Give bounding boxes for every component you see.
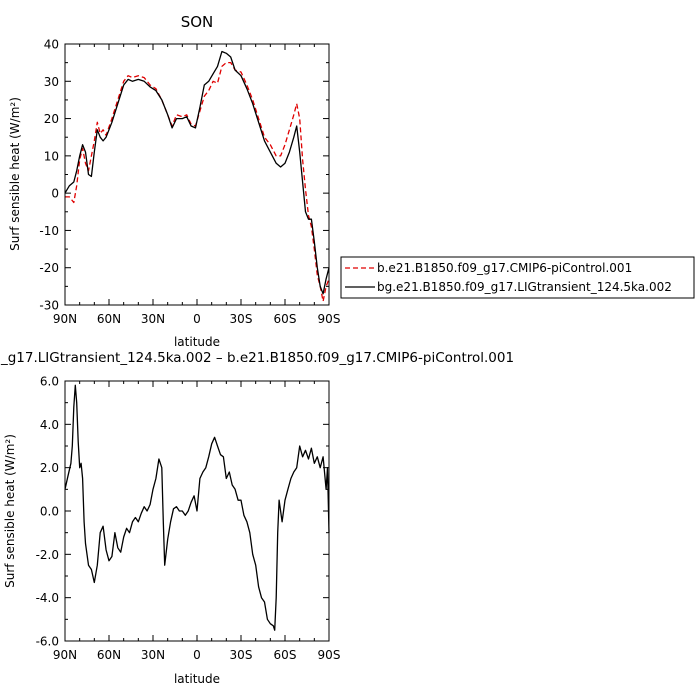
top-ticks: 90N 60N 30N 0 30S 60S 90S 40 30 20 10 0 -10 -20 -30	[39, 38, 340, 327]
bottom-y-tick-label-0-0: 0.0	[40, 505, 59, 519]
top-x-tick-label-30n: 30N	[141, 312, 165, 326]
bottom-y-axis-label: Surf sensible heat (W/m²)	[3, 434, 17, 588]
top-y-tick-label-40: 40	[44, 38, 59, 52]
bottom-x-tick-label-30s: 30S	[230, 648, 253, 662]
bottom-chart-title: bg.e21.B1850.f09_g17.LIGtransient_124.5k…	[0, 350, 514, 366]
bottom-x-axis-label: latitude	[174, 672, 220, 686]
top-y-tick-label-30: 30	[44, 75, 59, 89]
bottom-x-tick-label-30n: 30N	[141, 648, 165, 662]
top-y-tick-label-20: -20	[39, 261, 59, 275]
bottom-x-tick-label-0: 0	[193, 648, 201, 662]
bottom-x-tick-label-90s: 90S	[318, 648, 341, 662]
bottom-series-group	[64, 384, 330, 631]
top-x-tick-label-60n: 60N	[97, 312, 121, 326]
top-x-tick-label-90s: 90S	[318, 312, 341, 326]
top-series-group	[64, 50, 330, 302]
top-plot-frame	[64, 43, 330, 306]
top-x-tick-label-0: 0	[193, 312, 201, 326]
bottom-y-tick-label-2-0: 2.0	[40, 461, 59, 475]
top-y-tick-label-10: 10	[44, 149, 59, 163]
legend-box	[340, 256, 695, 299]
top-x-tick-label-90n: 90N	[53, 312, 77, 326]
top-x-tick-label-30s: 30S	[230, 312, 253, 326]
bottom-panel: bg.e21.B1850.f09_g17.LIGtransient_124.5k…	[0, 350, 514, 686]
top-y-tick-label-10: -10	[39, 224, 59, 238]
top-chart-title: SON	[181, 13, 214, 31]
bottom-y-tick-label-2-0: -2.0	[36, 548, 59, 562]
bottom-x-tick-label-60n: 60N	[97, 648, 121, 662]
top-y-tick-label-30: -30	[39, 299, 59, 313]
legend-label-pi-control: b.e21.B1850.f09_g17.CMIP6-piControl.001	[377, 261, 632, 275]
bottom-x-tick-label-60s: 60S	[274, 648, 297, 662]
bottom-y-tick-label-6-0: -6.0	[36, 635, 59, 649]
bottom-ticks: 90N 60N 30N 0 30S 60S 90S 6.0 4.0 2.0 0.0 -2.0 -4.0 -…	[36, 375, 341, 663]
bottom-y-tick-label-4-0: 4.0	[40, 418, 59, 432]
bottom-series-line-difference	[64, 384, 330, 631]
top-y-tick-label-0: 0	[51, 187, 59, 201]
top-series-line-bg-e21-b1850-f09-g17-ligtransient-124-5ka-002	[64, 50, 330, 295]
legend-label-lig-transient: bg.e21.B1850.f09_g17.LIGtransient_124.5k…	[377, 280, 672, 294]
top-panel: SON 90N 60N 30N 0 30S 60S 90S 40 30 20 10 0 -10 -20 -3…	[8, 13, 340, 349]
bottom-x-tick-label-90n: 90N	[53, 648, 77, 662]
bottom-y-tick-label-4-0: -4.0	[36, 591, 59, 605]
top-y-axis-label: Surf sensible heat (W/m²)	[8, 97, 22, 251]
top-series-line-b-e21-b1850-f09-g17-cmip6-picontrol-001	[65, 61, 330, 302]
top-y-tick-label-20: 20	[44, 112, 59, 126]
legend: b.e21.B1850.f09_g17.CMIP6-piControl.001 …	[340, 256, 695, 299]
bottom-y-tick-label-6-0: 6.0	[40, 375, 59, 389]
top-x-axis-label: latitude	[174, 335, 220, 349]
top-x-tick-label-60s: 60S	[274, 312, 297, 326]
